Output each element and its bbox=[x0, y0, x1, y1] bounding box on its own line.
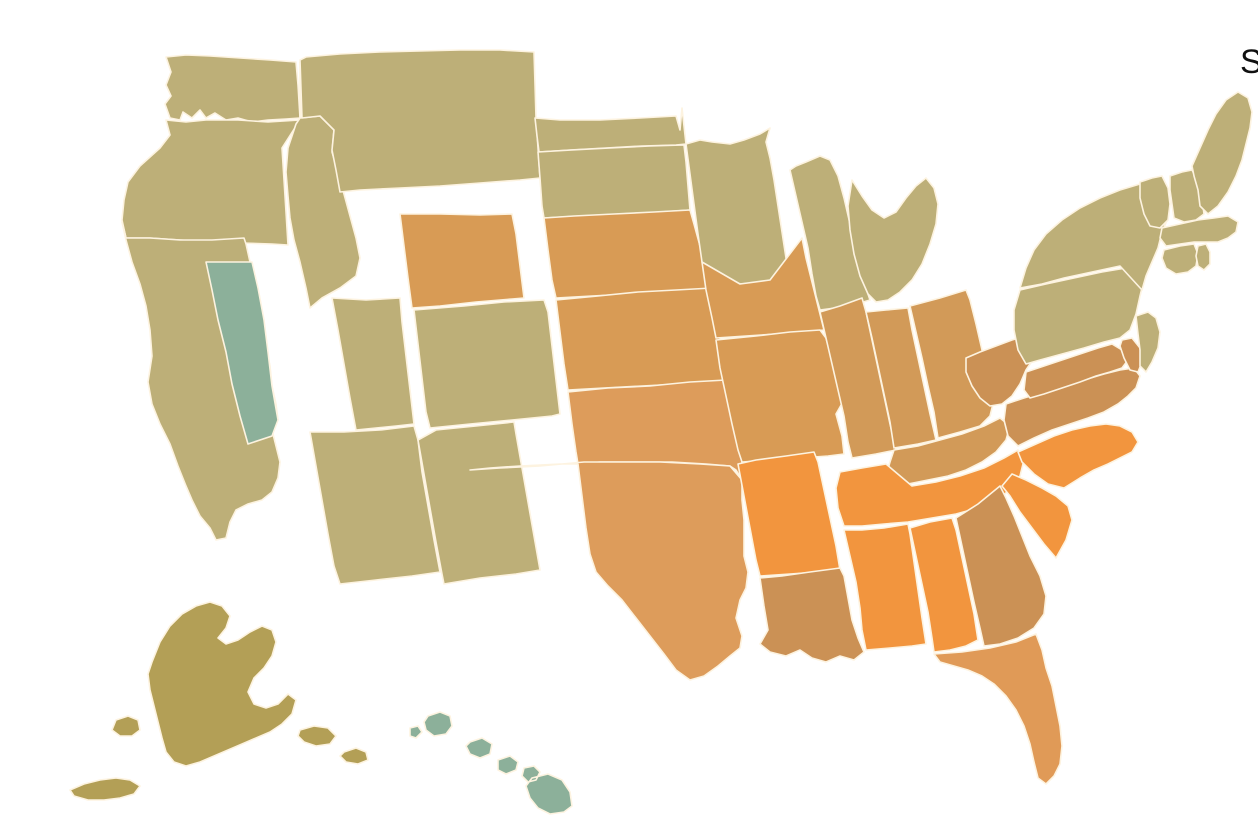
state-in[interactable]: Indiana bbox=[865, 307, 937, 449]
state-me[interactable]: Maine bbox=[1191, 91, 1253, 215]
state-ma[interactable]: Massachusetts bbox=[1159, 215, 1239, 247]
state-tx[interactable]: Texas bbox=[469, 461, 749, 681]
state-nv[interactable]: Nevada bbox=[205, 261, 279, 445]
state-ak[interactable]: Alaska bbox=[69, 601, 369, 801]
state-ct[interactable]: Connecticut bbox=[1161, 243, 1199, 275]
state-fl[interactable]: Florida bbox=[933, 633, 1063, 785]
state-mt[interactable]: Montana bbox=[299, 49, 541, 193]
state-nm[interactable]: New Mexico bbox=[417, 421, 541, 585]
state-wv[interactable]: West Virginia bbox=[965, 335, 1037, 407]
state-wy[interactable]: Wyoming bbox=[399, 213, 525, 309]
state-nc[interactable]: North Carolina bbox=[1017, 423, 1139, 489]
state-ks[interactable]: Kansas bbox=[555, 287, 727, 391]
state-ms[interactable]: Mississippi bbox=[843, 523, 927, 651]
state-or[interactable]: Oregon bbox=[121, 119, 301, 246]
state-mo[interactable]: Missouri bbox=[715, 329, 845, 463]
state-ne[interactable]: Nebraska bbox=[543, 209, 715, 299]
state-md[interactable]: Maryland bbox=[1023, 343, 1129, 399]
state-wa[interactable]: Washington bbox=[164, 54, 301, 123]
state-sd[interactable]: South Dakota bbox=[537, 144, 691, 219]
states-layer: WashingtonOregonCaliforniaNevadaIdahoMon… bbox=[69, 49, 1253, 815]
state-mi[interactable]: Michigan bbox=[847, 177, 939, 303]
state-pa[interactable]: Pennsylvania bbox=[1013, 265, 1145, 365]
state-hi[interactable]: Hawaii bbox=[409, 711, 573, 815]
state-ar[interactable]: Arkansas bbox=[737, 451, 841, 577]
state-sc[interactable]: South Carolina bbox=[1001, 473, 1073, 559]
state-az[interactable]: Arizona bbox=[309, 425, 441, 585]
state-oh[interactable]: Ohio bbox=[909, 289, 995, 439]
state-co[interactable]: Colorado bbox=[413, 299, 561, 429]
chart-title: S bbox=[1240, 43, 1258, 81]
state-mn[interactable]: Minnesota bbox=[685, 127, 791, 287]
state-ut[interactable]: Utah bbox=[331, 297, 415, 431]
state-la[interactable]: Louisiana bbox=[759, 567, 865, 663]
state-ga[interactable]: Georgia bbox=[955, 485, 1047, 647]
state-de[interactable]: Delaware bbox=[1119, 337, 1143, 373]
state-nj[interactable]: New Jersey bbox=[1135, 311, 1161, 373]
state-al[interactable]: Alabama bbox=[909, 517, 979, 653]
state-ri[interactable]: Rhode Island bbox=[1195, 243, 1211, 271]
state-vt[interactable]: Vermont bbox=[1139, 175, 1171, 229]
